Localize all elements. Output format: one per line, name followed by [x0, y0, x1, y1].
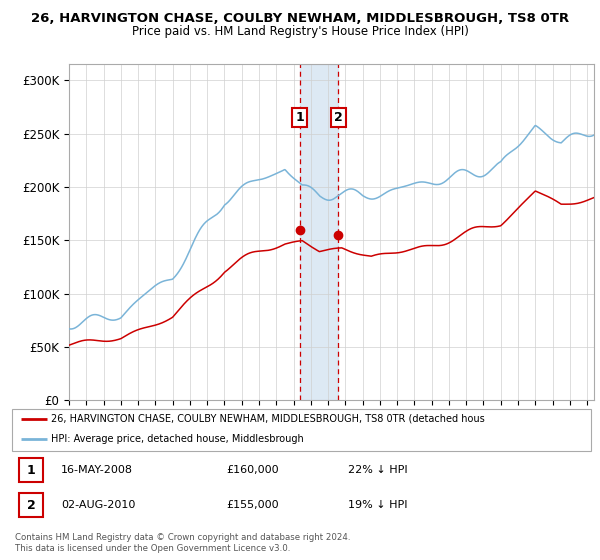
Text: 1: 1: [27, 464, 35, 477]
Text: Price paid vs. HM Land Registry's House Price Index (HPI): Price paid vs. HM Land Registry's House …: [131, 25, 469, 38]
Text: 2: 2: [334, 111, 343, 124]
Bar: [300, 64, 338, 400]
Text: £155,000: £155,000: [226, 500, 279, 510]
Text: 2: 2: [27, 498, 35, 511]
Text: 26, HARVINGTON CHASE, COULBY NEWHAM, MIDDLESBROUGH, TS8 0TR: 26, HARVINGTON CHASE, COULBY NEWHAM, MID…: [31, 12, 569, 25]
Text: 26, HARVINGTON CHASE, COULBY NEWHAM, MIDDLESBROUGH, TS8 0TR (detached hous: 26, HARVINGTON CHASE, COULBY NEWHAM, MID…: [52, 414, 485, 424]
FancyBboxPatch shape: [19, 493, 43, 517]
Text: 02-AUG-2010: 02-AUG-2010: [61, 500, 136, 510]
Text: Contains HM Land Registry data © Crown copyright and database right 2024.
This d: Contains HM Land Registry data © Crown c…: [15, 533, 350, 553]
FancyBboxPatch shape: [19, 458, 43, 482]
Text: 22% ↓ HPI: 22% ↓ HPI: [348, 465, 407, 475]
Text: 19% ↓ HPI: 19% ↓ HPI: [348, 500, 407, 510]
FancyBboxPatch shape: [12, 409, 591, 451]
Text: HPI: Average price, detached house, Middlesbrough: HPI: Average price, detached house, Midd…: [52, 434, 304, 444]
Text: 16-MAY-2008: 16-MAY-2008: [61, 465, 133, 475]
Text: 1: 1: [296, 111, 304, 124]
Text: £160,000: £160,000: [226, 465, 279, 475]
